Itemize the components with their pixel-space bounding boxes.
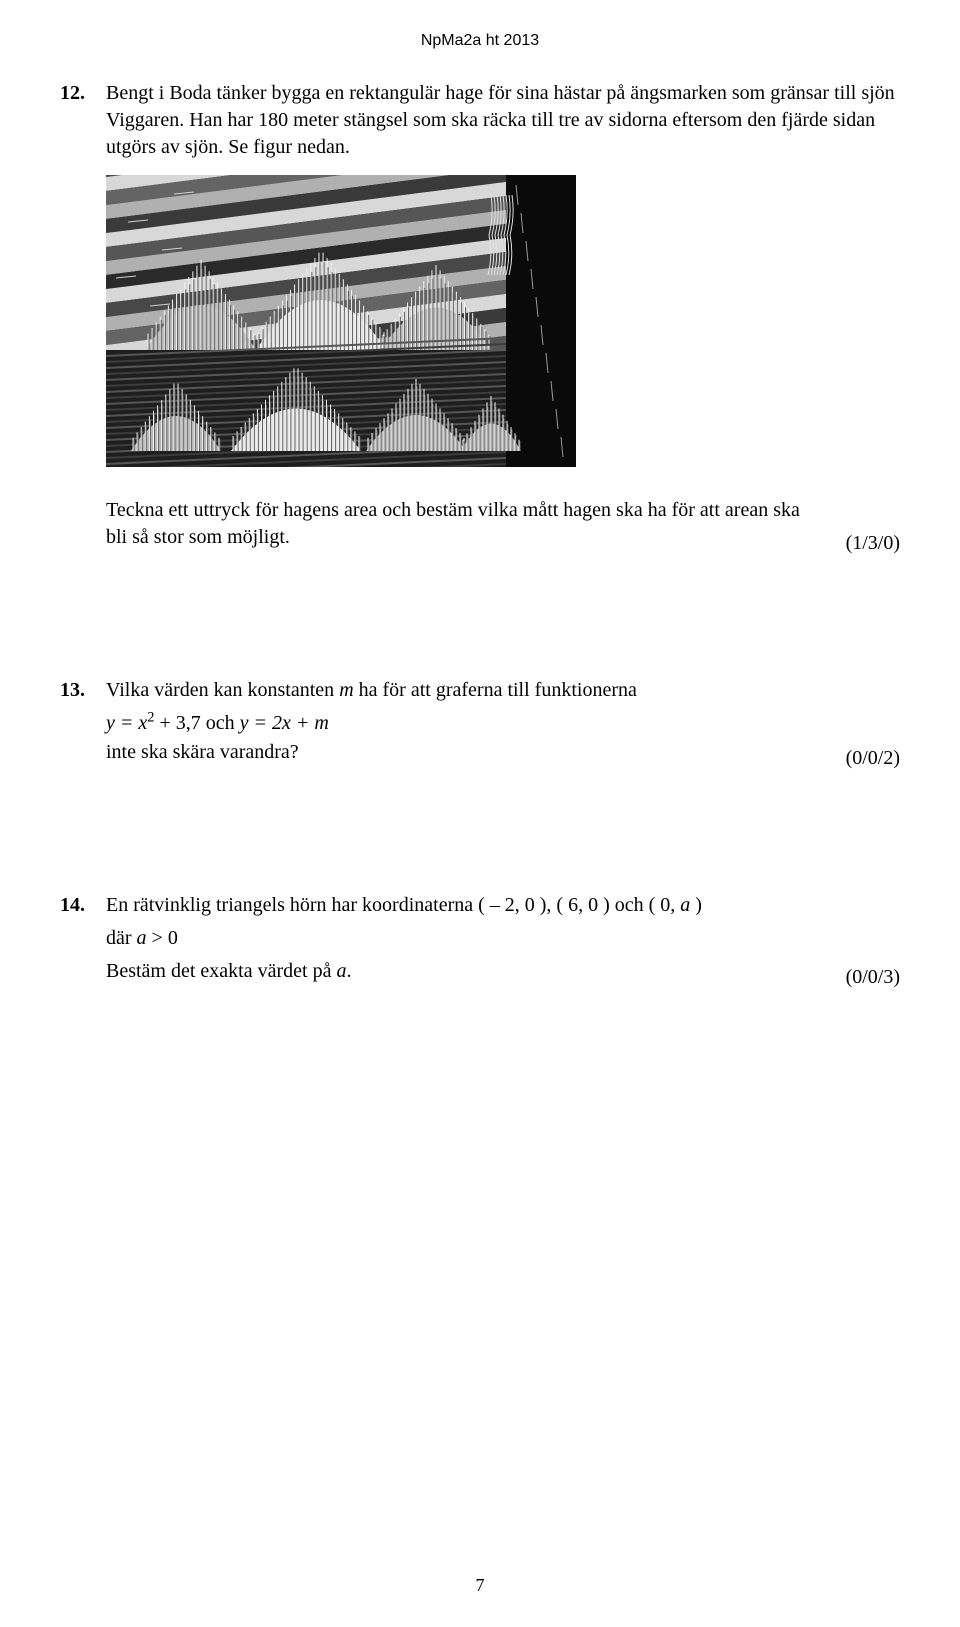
problem-12-text-2: Teckna ett uttryck för hagens area och b… (106, 497, 826, 551)
problem-14-text-2: där a > 0 (106, 925, 900, 952)
problem-14-number: 14. (60, 892, 106, 991)
problem-13-equations: y = x2 + 3,7 och y = 2x + m (106, 710, 900, 737)
problem-13-text-3: inte ska skära varandra? (106, 739, 826, 766)
problem-12-text-1: Bengt i Boda tänker bygga en rektangulär… (106, 80, 900, 161)
problem-13-text-1: Vilka värden kan konstanten m ha för att… (106, 677, 900, 704)
problem-14-score: (0/0/3) (826, 964, 900, 991)
hage-illustration (106, 175, 576, 467)
page-header: NpMa2a ht 2013 (60, 30, 900, 52)
problem-12-number: 12. (60, 80, 106, 557)
problem-12-score: (1/3/0) (826, 530, 900, 557)
problem-13-number: 13. (60, 677, 106, 772)
problem-12: 12. Bengt i Boda tänker bygga en rektang… (60, 80, 900, 557)
problem-13: 13. Vilka värden kan konstanten m ha för… (60, 677, 900, 772)
problem-14: 14. En rätvinklig triangels hörn har koo… (60, 892, 900, 991)
problem-14-text-1: En rätvinklig triangels hörn har koordin… (106, 892, 900, 919)
problem-13-score: (0/0/2) (826, 745, 900, 772)
problem-14-text-3: Bestäm det exakta värdet på a. (106, 958, 826, 985)
problem-12-figure (106, 175, 900, 467)
page-number: 7 (0, 1573, 960, 1597)
